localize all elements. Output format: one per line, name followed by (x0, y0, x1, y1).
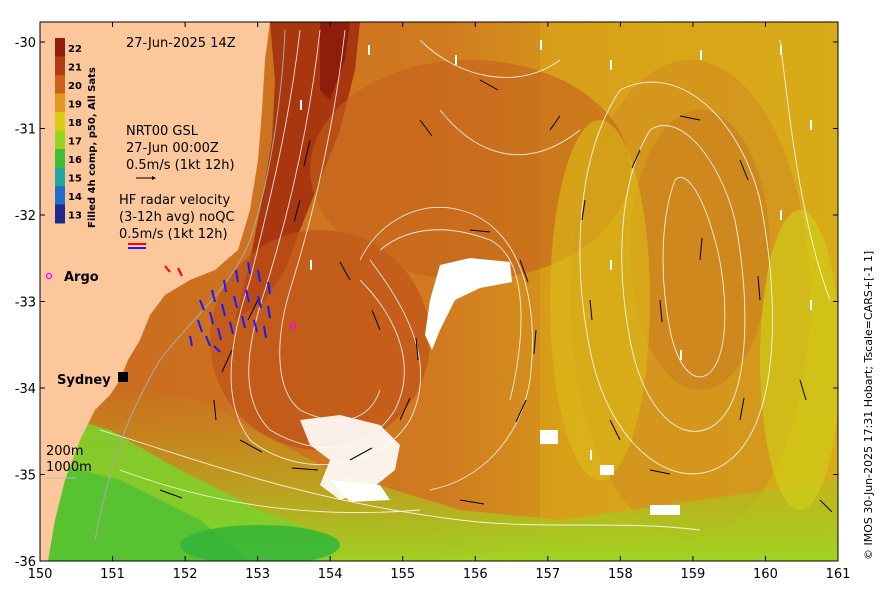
colorbar-tick-label: 13 (68, 211, 82, 222)
colorbar-tick-label: 22 (68, 44, 82, 55)
sst-field (40, 22, 838, 561)
city-label: Sydney (57, 373, 111, 388)
x-tick-label: 156 (463, 567, 488, 582)
colorbar: 22 21 20 19 18 17 16 15 14 13 (55, 38, 82, 224)
land-mass (40, 22, 270, 561)
x-tick-label: 157 (535, 567, 560, 582)
hf-label-line3: 0.5m/s (1kt 12h) (119, 227, 228, 242)
colorbar-tick-label: 21 (68, 63, 82, 74)
streamlines (99, 29, 831, 531)
x-axis: 150 151 152 153 154 155 156 157 158 159 160 161 (28, 22, 851, 582)
y-tick-label: -36 (15, 555, 36, 570)
gsl-label-line3: 0.5m/s (1kt 12h) (126, 158, 235, 173)
vector-arrow-head-icon (152, 176, 156, 180)
y-tick-label: -34 (15, 382, 36, 397)
y-tick-label: -35 (15, 469, 36, 484)
y-tick-label: -31 (15, 123, 36, 138)
colorbar-tick-label: 16 (68, 155, 82, 166)
hf-label-line2: (3-12h avg) noQC (119, 210, 235, 225)
colorbar-swatch (55, 38, 65, 57)
y-tick-label: -30 (15, 36, 36, 51)
colorbar-swatch (55, 130, 65, 150)
city-marker-icon (118, 372, 128, 382)
colorbar-swatch (55, 56, 65, 76)
x-tick-label: 155 (390, 567, 415, 582)
gsl-label-line2: 27-Jun 00:00Z (126, 141, 219, 156)
colorbar-tick-label: 19 (68, 100, 82, 111)
colorbar-swatch (55, 204, 65, 224)
x-tick-label: 150 (28, 567, 53, 582)
gsl-vector-field (159, 79, 833, 513)
x-tick-label: 161 (826, 567, 851, 582)
hf-radar-vectors (189, 261, 271, 353)
plot-frame (39, 21, 839, 562)
colorbar-tick-label: 18 (68, 118, 82, 129)
x-tick-label: 158 (608, 567, 633, 582)
date-label: 27-Jun-2025 14Z (126, 36, 236, 51)
colorbar-tick-label: 15 (68, 174, 82, 185)
bathymetry-contour (94, 29, 286, 541)
hf-radar-vectors-red (164, 265, 183, 277)
sst-arrow-markers (300, 40, 812, 460)
y-tick-label: -33 (15, 296, 36, 311)
credit-text: © IMOS 30-Jun-2025 17:31 Hobart; Tscale=… (862, 251, 875, 560)
colorbar-tick-label: 17 (68, 137, 82, 148)
colorbar-swatch (55, 75, 65, 94)
colorbar-swatch (55, 149, 65, 168)
colorbar-swatch (55, 93, 65, 113)
x-tick-label: 159 (680, 567, 705, 582)
y-axis: -30 -31 -32 -33 -34 -35 -36 (15, 36, 838, 570)
colorbar-tick-label: 20 (68, 81, 82, 92)
gsl-label-line1: NRT00 GSL (126, 124, 199, 139)
colorbar-swatch (55, 186, 65, 205)
colorbar-swatch (55, 167, 65, 187)
depth-label-200m: 200m (46, 444, 83, 459)
x-tick-label: 160 (753, 567, 778, 582)
x-tick-label: 153 (245, 567, 270, 582)
argo-float-icon (289, 322, 297, 330)
x-tick-label: 154 (318, 567, 343, 582)
x-tick-label: 151 (100, 567, 125, 582)
argo-label: Argo (64, 270, 99, 285)
x-tick-label: 152 (173, 567, 198, 582)
colorbar-tick-label: 14 (68, 192, 82, 203)
argo-legend-icon (45, 272, 53, 280)
y-tick-label: -32 (15, 209, 36, 224)
hf-label-line1: HF radar velocity (119, 193, 231, 208)
depth-label-1000m: 1000m (46, 460, 92, 475)
colorbar-swatch (55, 112, 65, 131)
colorbar-title: Filled 4h comp, p50, All Sats (87, 67, 98, 228)
